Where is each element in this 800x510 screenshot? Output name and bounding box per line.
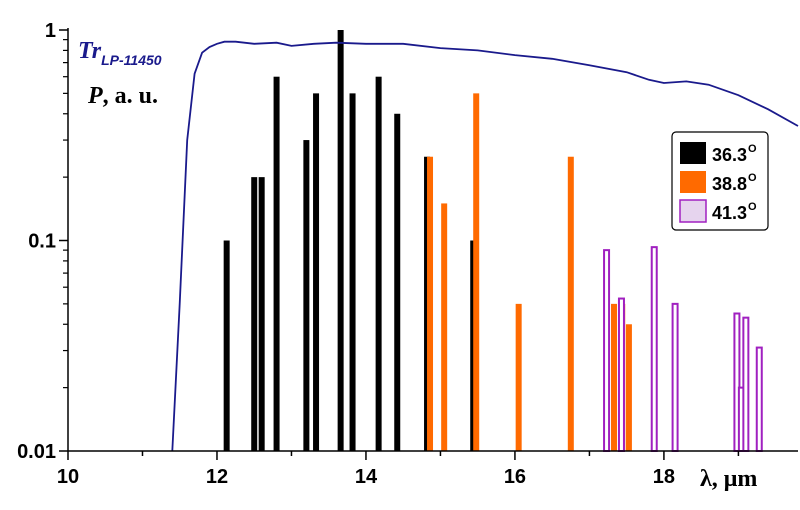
y-tick-label: 1 [45,20,56,42]
bar-series-3 [617,297,625,452]
x-tick-label: 10 [57,466,79,488]
legend-degree-1: O [748,143,757,155]
transmission-curve [171,40,799,452]
y-axis-label-symbol: P [87,83,103,109]
legend-label-2: 38.8 [712,174,747,194]
bar-series-2 [473,93,480,451]
legend-label-1: 36.3 [712,145,747,165]
x-tick-label: 18 [653,466,675,488]
bar-series-1 [394,113,401,452]
bar-series-3 [671,302,679,452]
bar-series-1 [313,93,320,451]
bar-series-3 [650,246,658,452]
bar-series-1 [375,76,382,452]
y-axis-label: P, a. u. [87,83,158,109]
y-tick-label: 0.1 [28,231,56,253]
x-axis-label: λ, μm [700,466,757,492]
legend-swatch-3 [679,199,707,223]
bar-series-3 [742,316,750,452]
y-tick-label: 0.01 [17,441,56,463]
x-tick-label: 16 [504,466,526,488]
legend: 36.3 O38.8 O41.3 O [671,131,769,231]
transmission-layer [171,40,799,452]
bar-series-2 [567,156,574,451]
bar-series-2 [611,303,618,451]
bar-series-1 [337,30,344,451]
x-tick-label: 12 [206,466,228,488]
transmission-label-main: Tr [78,38,102,64]
legend-swatch-2 [680,171,706,193]
bar-series-1 [349,93,356,451]
legend-label-3: 41.3 [712,203,747,223]
axes-layer: 10 12 14 16 18 0.01 0.1 1 [17,20,798,488]
legend-degree-3: O [748,201,757,213]
x-tick-label: 14 [355,466,378,488]
bars-layer [223,30,763,453]
bar-series-1 [273,76,280,452]
transmission-label: TrLP-11450 [78,38,162,68]
transmission-label-subscript: LP-11450 [101,52,162,68]
y-axis-label-rest: , a. u. [103,83,158,109]
bar-series-1 [303,140,310,451]
legend-degree-2: O [748,172,757,184]
bar-series-1 [258,177,265,451]
bar-series-2 [625,324,632,451]
bar-series-2 [441,203,448,451]
legend-swatch-1 [680,142,706,164]
bar-series-1 [223,240,230,451]
bar-series-2 [427,156,434,451]
bar-series-2 [515,303,522,451]
bar-series-1 [251,177,258,451]
legend-items: 36.3 O38.8 O41.3 O [679,142,757,223]
bar-series-3 [755,346,763,452]
bar-series-3 [603,249,611,452]
